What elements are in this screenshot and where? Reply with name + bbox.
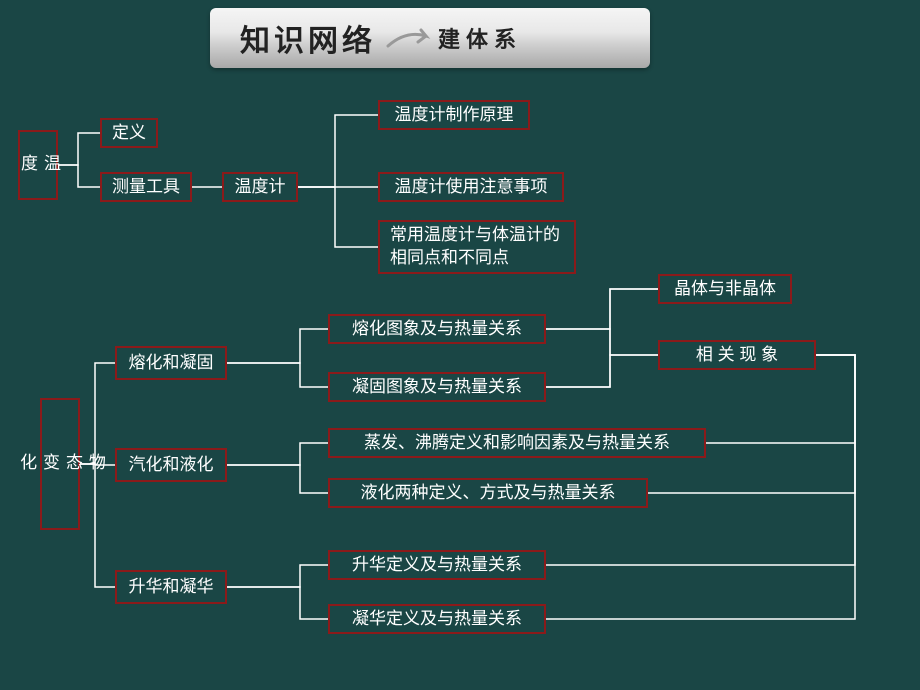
node-shenghua1: 升华定义及与热量关系 bbox=[328, 550, 546, 580]
node-ronghua1: 熔化图象及与热量关系 bbox=[328, 314, 546, 344]
header-sub-title: 建体系 bbox=[438, 22, 522, 54]
node-ninggu1: 凝固图象及与热量关系 bbox=[328, 372, 546, 402]
node-qihua: 汽化和液化 bbox=[115, 448, 227, 482]
node-celiang: 测量工具 bbox=[100, 172, 192, 202]
header-main-title: 知识网络 bbox=[240, 16, 376, 60]
arrow-icon bbox=[386, 26, 436, 50]
node-yehua: 液化两种定义、方式及与热量关系 bbox=[328, 478, 648, 508]
node-changyong: 常用温度计与体温计的相同点和不同点 bbox=[378, 220, 576, 274]
node-shenghua: 升华和凝华 bbox=[115, 570, 227, 604]
node-xiangguan: 相 关 现 象 bbox=[658, 340, 816, 370]
header-banner: 知识网络 建体系 bbox=[210, 8, 650, 68]
node-jingti: 晶体与非晶体 bbox=[658, 274, 792, 304]
node-dingyi: 定义 bbox=[100, 118, 158, 148]
node-zhizuo: 温度计制作原理 bbox=[378, 100, 530, 130]
node-wenduji: 温度计 bbox=[222, 172, 298, 202]
node-wendu: 温 度 bbox=[18, 130, 58, 200]
node-ninghua1: 凝华定义及与热量关系 bbox=[328, 604, 546, 634]
node-zhengfa: 蒸发、沸腾定义和影响因素及与热量关系 bbox=[328, 428, 706, 458]
node-shiyong: 温度计使用注意事项 bbox=[378, 172, 564, 202]
node-ronghua: 熔化和凝固 bbox=[115, 346, 227, 380]
node-wutai: 物 态 变 化 bbox=[40, 398, 80, 530]
